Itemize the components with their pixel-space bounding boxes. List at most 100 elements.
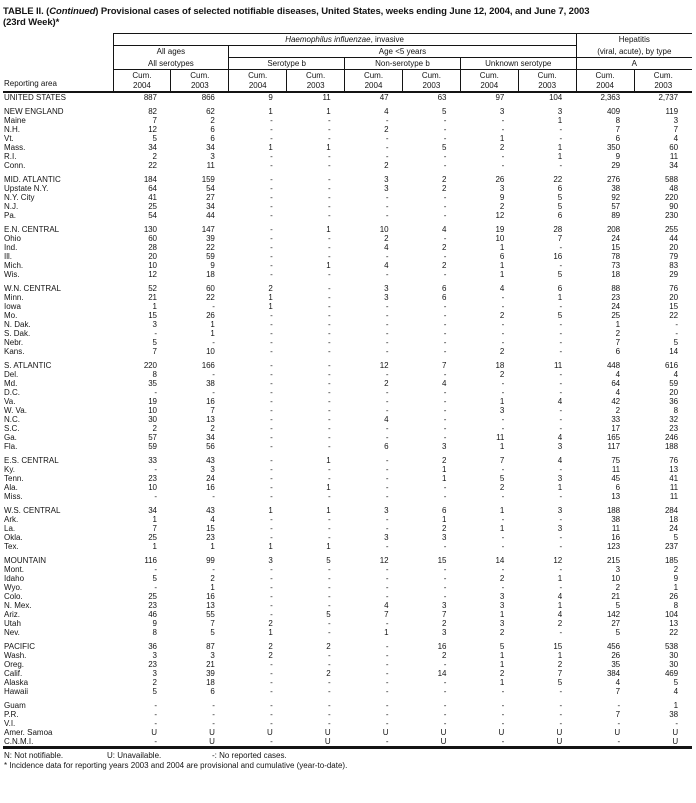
value-cell: -	[327, 370, 331, 379]
value-cell: 76	[669, 284, 678, 293]
value-cell: -	[385, 152, 389, 161]
value-cell: -	[675, 320, 678, 329]
value-cell: 11	[496, 433, 505, 442]
value-cell: -	[270, 311, 273, 320]
value-cell: 2	[441, 243, 447, 252]
value-cell: 23	[669, 424, 678, 433]
table-row: Maine 7 2 - - - - - 1 8 3	[3, 116, 692, 125]
value-cell: 6	[499, 252, 505, 261]
value-cell: 22	[669, 311, 678, 320]
value-cell: 104	[664, 610, 678, 619]
value-cell: -	[270, 710, 273, 719]
value-cell: 188	[606, 506, 621, 515]
value-cell: -	[327, 565, 331, 574]
value-cell: 3	[499, 184, 505, 193]
table-row: Mont. - - - - - - - - 3 2	[3, 565, 692, 574]
value-cell: 3	[557, 442, 563, 451]
value-cell: 2	[210, 116, 215, 125]
value-cell: 4	[557, 433, 563, 442]
value-cell: 11	[669, 492, 678, 501]
value-cell: 8	[615, 116, 621, 125]
reporting-area-cell: Ala.	[4, 483, 18, 492]
value-cell: 92	[611, 193, 621, 202]
value-cell: -	[443, 202, 447, 211]
value-cell: 7	[557, 234, 563, 243]
value-cell: -	[270, 184, 273, 193]
table-row: Wash. 3 3 2 - - 2 1 1 26 30	[3, 651, 692, 660]
value-cell: -	[327, 628, 331, 637]
value-cell: 24	[669, 524, 678, 533]
value-cell: -	[443, 270, 447, 279]
value-cell: 3	[384, 533, 389, 542]
reporting-area-cell: Hawaii	[4, 687, 29, 696]
value-cell: 3	[268, 556, 273, 565]
value-cell: 39	[206, 669, 215, 678]
value-cell: -	[443, 483, 447, 492]
value-cell: 1	[152, 515, 157, 524]
reporting-area-cell: Tenn.	[4, 474, 24, 483]
value-cell: 4	[615, 678, 621, 687]
table-row: Oreg. 23 21 - - - - 1 2 35 30	[3, 660, 692, 669]
value-cell: 469	[664, 669, 678, 678]
reporting-area-cell: Del.	[4, 370, 19, 379]
value-cell: 34	[206, 433, 215, 442]
value-cell: 1	[326, 542, 331, 551]
value-cell: 4	[384, 107, 389, 116]
reporting-area-cell: Wyo.	[4, 583, 23, 592]
value-cell: -	[385, 329, 389, 338]
value-cell: 2	[499, 202, 505, 211]
value-cell: -	[501, 533, 505, 542]
value-cell: -	[270, 406, 273, 415]
value-cell: 11	[206, 161, 215, 170]
value-cell: -	[270, 719, 273, 728]
value-cell: 23	[206, 533, 215, 542]
value-cell: 7	[441, 610, 447, 619]
value-cell: 62	[206, 107, 215, 116]
value-cell: U	[498, 728, 505, 737]
reporting-area-cell: Oreg.	[4, 660, 25, 669]
value-cell: -	[270, 574, 273, 583]
value-cell: -	[443, 211, 447, 220]
value-cell: -	[559, 125, 563, 134]
value-cell: -	[327, 320, 331, 329]
reporting-area-cell: Nev.	[4, 628, 20, 637]
table-row: NEW ENGLAND 82 62 1 1 4 5 3 3 409 119	[3, 107, 692, 116]
reporting-area-cell: Maine	[4, 116, 26, 125]
value-cell: -	[443, 542, 447, 551]
value-cell: 4	[557, 592, 563, 601]
value-cell: -	[385, 338, 389, 347]
value-cell: 409	[606, 107, 621, 116]
value-cell: 83	[669, 261, 678, 270]
value-cell: 10	[379, 225, 389, 234]
value-cell: 2	[152, 424, 157, 433]
reporting-area-cell: S.C.	[4, 424, 20, 433]
value-cell: 4	[557, 610, 563, 619]
value-cell: 56	[206, 442, 215, 451]
value-cell: 5	[557, 678, 563, 687]
value-cell: -	[501, 687, 505, 696]
value-cell: 34	[206, 202, 215, 211]
value-cell: -	[501, 338, 505, 347]
cum-2004-header: Cum. 2004	[459, 69, 519, 93]
value-cell: -	[212, 370, 215, 379]
value-cell: -	[154, 719, 157, 728]
cum-2003-header: Cum. 2003	[517, 69, 577, 93]
reporting-area-cell: Utah	[4, 619, 21, 628]
value-cell: 60	[669, 143, 678, 152]
value-cell: 7	[615, 338, 621, 347]
value-cell: -	[270, 270, 273, 279]
table-header: Reporting area Haemophilus influenzae, i…	[3, 33, 692, 93]
value-cell: -	[327, 388, 331, 397]
reporting-area-cell: Mo.	[4, 311, 18, 320]
value-cell: -	[154, 388, 157, 397]
value-cell: -	[270, 252, 273, 261]
value-cell: 2	[384, 125, 389, 134]
value-cell: 34	[148, 506, 157, 515]
value-cell: -	[501, 465, 505, 474]
value-cell: -	[327, 474, 331, 483]
table-row: Nev. 8 5 1 - 1 3 2 - 5 22	[3, 628, 692, 637]
value-cell: U	[672, 728, 678, 737]
reporting-area-cell: S. ATLANTIC	[4, 361, 52, 370]
value-cell: 7	[152, 347, 157, 356]
